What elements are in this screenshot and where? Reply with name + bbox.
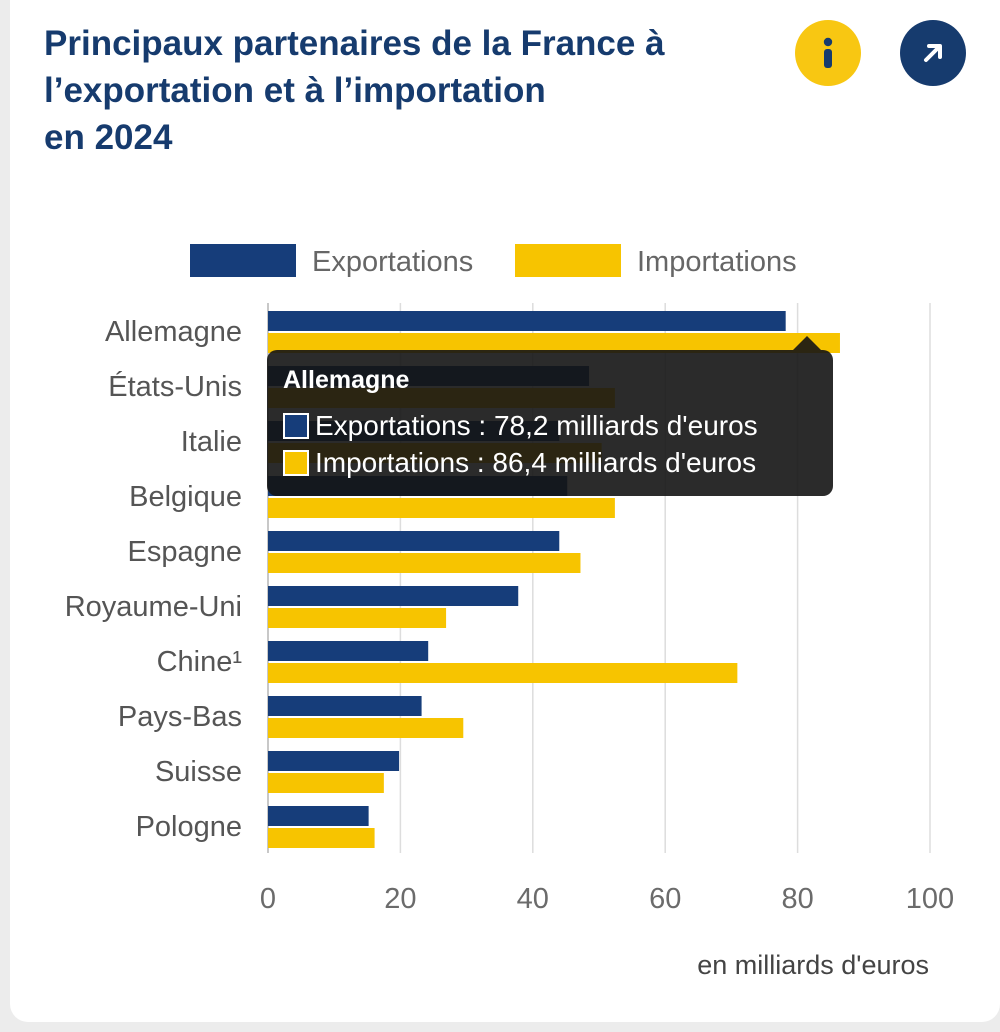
chart-title: Principaux partenaires de la France à l’… [44,24,665,157]
tooltip-row-imports: Importations : 86,4 milliards d'euros [283,447,756,479]
bar-exports [268,751,400,771]
x-tick-label: 40 [517,883,549,915]
bar-imports [268,718,464,738]
bar-imports [268,773,384,793]
legend-exports-label: Exportations [312,246,473,278]
bar-imports [268,498,615,518]
y-category-label: Espagne [128,536,243,568]
legend-imports-swatch [515,244,621,277]
y-category-label: Pays-Bas [118,701,242,733]
info-button[interactable] [795,20,861,86]
y-category-label: Royaume-Uni [65,591,242,623]
y-category-label: Chine¹ [157,646,243,678]
legend-imports-label: Importations [637,246,797,278]
y-category-label: Pologne [136,811,242,843]
y-category-label: Italie [181,426,242,458]
external-link-arrow-icon [924,44,942,62]
x-axis-title: en milliards d'euros [697,950,929,980]
bar-exports [268,806,369,826]
chart-tooltip: Allemagne Exportations : 78,2 milliards … [267,350,833,496]
tooltip-exports-text: Exportations : 78,2 milliards d'euros [315,410,758,441]
bar-exports [268,586,519,606]
x-tick-label: 20 [384,883,416,915]
bar-imports [268,333,840,353]
bar-imports [268,828,375,848]
x-tick-label: 60 [649,883,681,915]
info-icon [823,37,833,68]
bar-imports [268,608,447,628]
tooltip-pointer [793,336,821,350]
y-category-label: Suisse [155,756,242,788]
y-category-label: Belgique [129,481,242,513]
y-category-label: Allemagne [105,316,242,348]
tooltip-imports-text: Importations : 86,4 milliards d'euros [315,447,757,478]
tooltip-title: Allemagne [283,366,410,394]
bar-exports [268,696,422,716]
open-chart-button[interactable] [900,20,966,86]
tooltip-row-exports: Exportations : 78,2 milliards d'euros [283,410,758,442]
x-tick-label: 0 [260,883,276,915]
bar-imports [268,663,738,683]
bar-exports [268,531,560,551]
bar-exports [268,641,429,661]
tooltip-exports-swatch [283,413,309,439]
x-tick-label: 100 [906,883,954,915]
y-category-label: États-Unis [108,370,242,403]
bar-imports [268,553,581,573]
x-tick-label: 80 [781,883,813,915]
tooltip-imports-swatch [283,450,309,476]
legend-exports-swatch [190,244,296,277]
bar-exports [268,311,786,331]
